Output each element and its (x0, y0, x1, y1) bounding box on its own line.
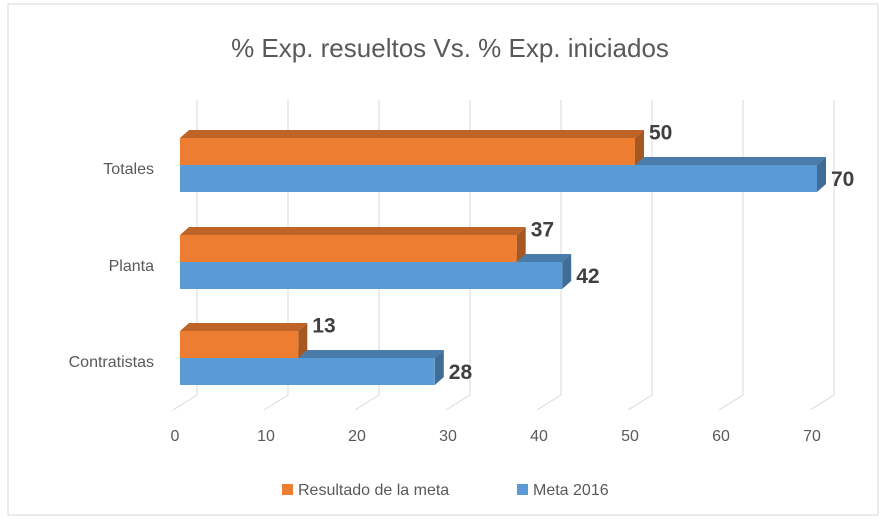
grid-line (172, 100, 198, 411)
y-tick-label: Totales (103, 161, 154, 178)
bar-front (180, 331, 299, 358)
x-tick-label: 40 (530, 428, 548, 445)
data-label: 13 (312, 315, 335, 338)
bar (180, 130, 644, 165)
bar-top (180, 323, 308, 331)
bar-front (180, 165, 817, 192)
data-label: 37 (531, 219, 554, 242)
x-tick-label: 50 (621, 428, 639, 445)
x-tick-label: 20 (348, 428, 366, 445)
grid-line (809, 100, 835, 411)
x-tick-label: 70 (803, 428, 821, 445)
legend-swatch (282, 484, 293, 495)
grid-line (445, 100, 471, 411)
y-tick-label: Contratistas (69, 354, 154, 371)
bar (180, 227, 526, 262)
grid-line (354, 100, 380, 411)
bar-front (180, 138, 635, 165)
data-label: 42 (576, 265, 599, 288)
bar-side (298, 323, 308, 358)
bar (180, 323, 308, 358)
bar-side (817, 157, 826, 192)
grid-line (627, 100, 653, 411)
bar-front (180, 262, 563, 289)
data-label: 70 (831, 168, 854, 191)
bar-side (516, 227, 526, 262)
grid-line (718, 100, 744, 411)
y-tick-label: Planta (109, 258, 154, 275)
x-tick-label: 10 (257, 428, 275, 445)
legend-label: Resultado de la meta (298, 482, 449, 499)
data-label: 28 (449, 361, 473, 384)
bar-side (562, 254, 572, 289)
legend-label: Meta 2016 (533, 482, 609, 499)
data-label: 50 (649, 122, 672, 145)
chart-title: % Exp. resueltos Vs. % Exp. iniciados (231, 33, 669, 63)
x-tick-label: 60 (712, 428, 730, 445)
legend-swatch (517, 484, 528, 495)
x-tick-label: 0 (171, 428, 180, 445)
grid-line (536, 100, 562, 411)
bar-top (180, 130, 644, 138)
bar-top (180, 227, 526, 235)
bar-front (180, 358, 435, 385)
bar-front (180, 235, 517, 262)
bar-side (434, 350, 444, 385)
bar-side (635, 130, 644, 165)
x-tick-label: 30 (439, 428, 457, 445)
grid-line (263, 100, 289, 411)
